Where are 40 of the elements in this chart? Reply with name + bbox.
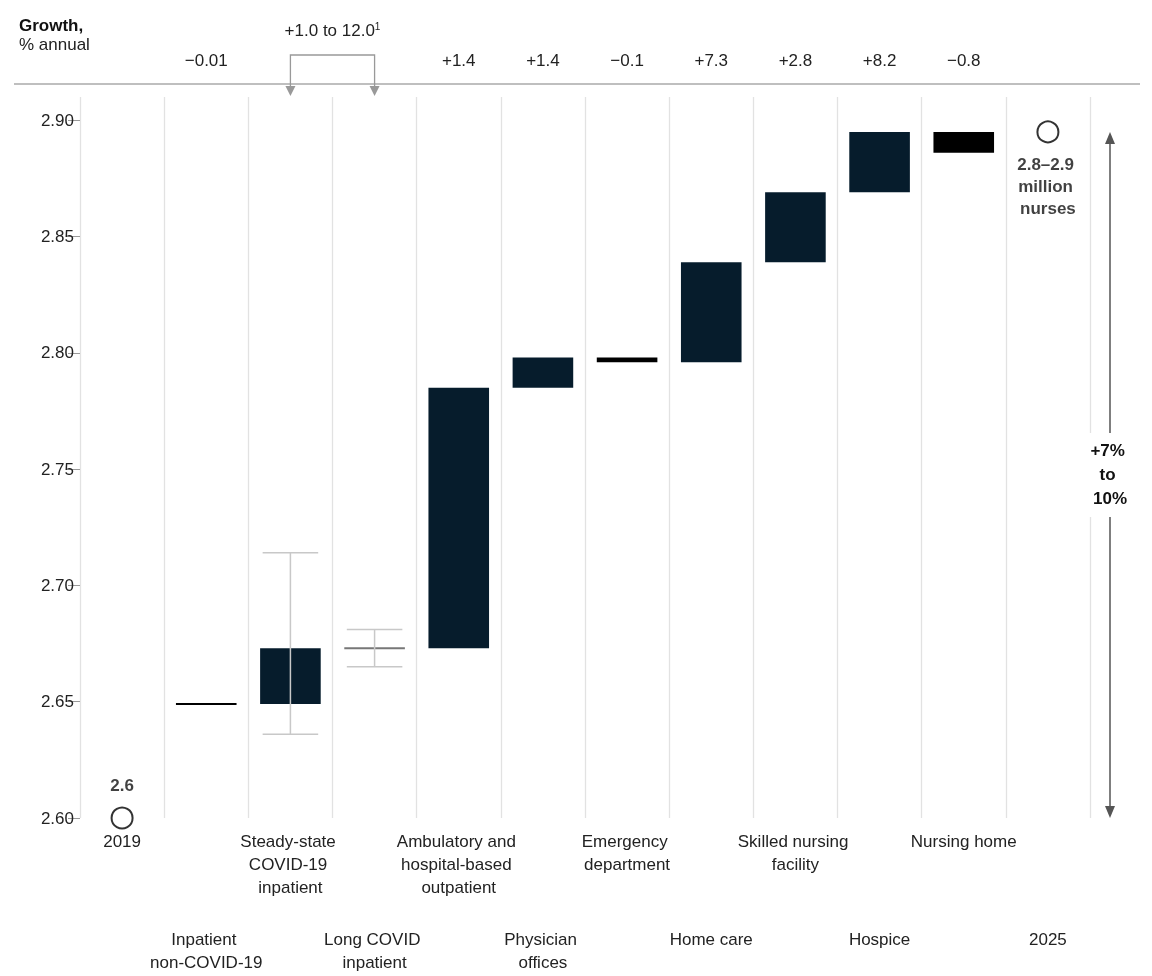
- x-tick-label: Physician offices: [504, 930, 582, 972]
- bar: [765, 192, 826, 263]
- data-label: 2.6: [110, 776, 134, 795]
- chart-subtitle: % annual: [19, 35, 90, 54]
- x-tick-label: Inpatient non-COVID-19: [150, 930, 263, 972]
- text: +7.3: [694, 50, 729, 70]
- y-tick-label: 2.75: [40, 459, 74, 479]
- y-tick-label: 2.70: [40, 575, 74, 595]
- bar: [260, 648, 321, 705]
- x-tick-label: Steady-state COVID-19 inpatient: [240, 832, 341, 897]
- text: −0.01: [184, 50, 228, 70]
- text: −0.8: [946, 50, 981, 70]
- bar: [596, 357, 658, 363]
- text: +2.8: [778, 50, 813, 70]
- text: +1.4: [441, 50, 476, 70]
- y-tick-label: 2.90: [40, 110, 74, 130]
- x-tick-label: Nursing home: [910, 832, 1017, 851]
- text: +1.4: [526, 50, 560, 70]
- x-tick-label: 2025: [1029, 930, 1067, 949]
- x-tick-label: Emergency department: [581, 832, 673, 874]
- chart-title: Growth,: [19, 16, 84, 35]
- text: +7% to 10%: [1090, 441, 1130, 509]
- bar: [680, 262, 742, 363]
- x-tick-label: Ambulatory and hospital-based outpatient: [396, 832, 521, 897]
- data-label: 2.8–2.9 million nurses: [1017, 154, 1079, 218]
- y-tick-label: 2.60: [40, 808, 74, 828]
- y-tick-label: 2.80: [40, 343, 74, 363]
- x-tick-label: 2019: [103, 832, 141, 851]
- bar: [512, 357, 574, 388]
- bar: [849, 131, 910, 193]
- x-tick-label: Long COVID inpatient: [324, 930, 426, 972]
- bar: [933, 131, 995, 153]
- text: +8.2: [862, 50, 897, 70]
- bar: [428, 387, 490, 649]
- x-tick-label: Hospice: [848, 930, 911, 949]
- y-tick-label: 2.85: [40, 227, 74, 247]
- x-tick-label: Skilled nursing facility: [737, 832, 854, 874]
- text: −0.1: [610, 50, 644, 70]
- y-tick-label: 2.65: [40, 692, 74, 712]
- x-tick-label: Home care: [669, 930, 753, 949]
